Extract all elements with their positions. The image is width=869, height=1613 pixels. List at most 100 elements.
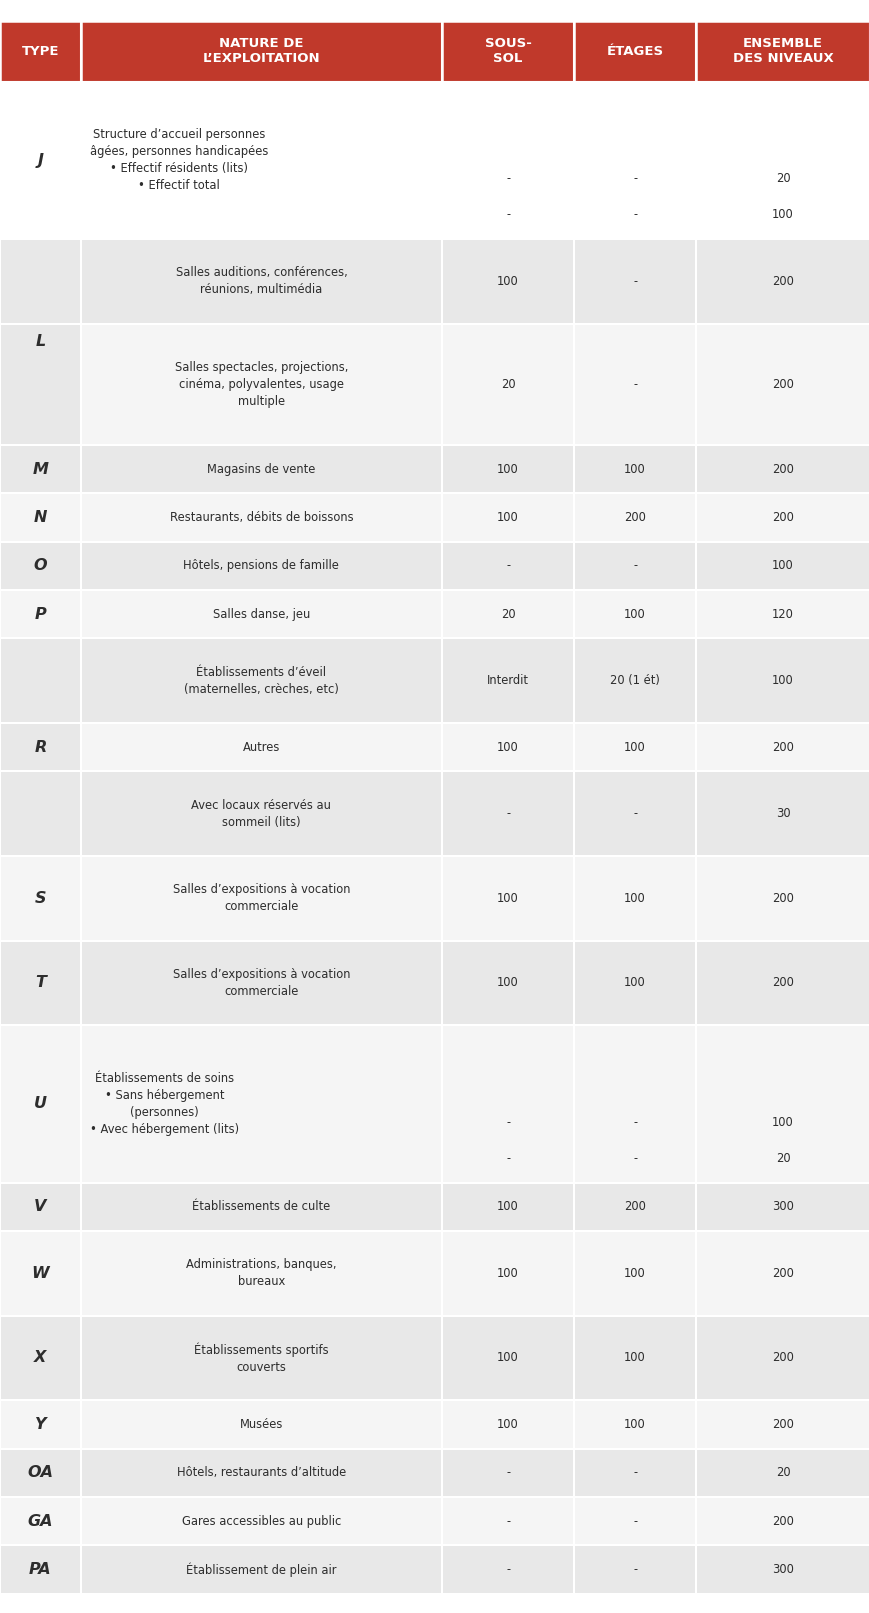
Text: N: N	[34, 510, 47, 524]
Bar	[0, 239, 81, 445]
Text: 100: 100	[772, 560, 793, 573]
Bar	[441, 445, 574, 494]
Bar	[574, 1545, 695, 1594]
Text: 200: 200	[771, 1266, 793, 1279]
Text: U: U	[34, 1097, 47, 1111]
Bar	[81, 494, 441, 542]
Bar	[81, 639, 441, 723]
Text: ENSEMBLE
DES NIVEAUX: ENSEMBLE DES NIVEAUX	[732, 37, 833, 66]
Text: 20: 20	[775, 1152, 789, 1165]
Text: 100: 100	[497, 1418, 518, 1431]
Bar	[695, 857, 869, 940]
Bar	[441, 639, 574, 723]
Bar	[0, 445, 81, 494]
Text: Établissements d’éveil
(maternelles, crèches, etc): Établissements d’éveil (maternelles, crè…	[183, 666, 339, 695]
Text: -: -	[633, 1116, 636, 1129]
Bar	[0, 542, 81, 590]
Text: OA: OA	[28, 1465, 53, 1481]
Text: 200: 200	[771, 1515, 793, 1528]
Bar	[81, 324, 441, 445]
Text: 20: 20	[501, 377, 514, 390]
Text: -: -	[633, 274, 636, 289]
Bar	[695, 1182, 869, 1231]
Bar	[441, 723, 574, 771]
Text: 100: 100	[624, 1266, 645, 1279]
Bar	[574, 1026, 695, 1182]
Bar	[81, 445, 441, 494]
Bar	[441, 239, 574, 324]
Bar	[695, 445, 869, 494]
Text: S: S	[35, 890, 46, 907]
Text: L: L	[36, 334, 45, 350]
Text: -: -	[633, 173, 636, 185]
Text: 100: 100	[624, 463, 645, 476]
Bar	[81, 1182, 441, 1231]
Text: 20 (1 ét): 20 (1 ét)	[609, 674, 660, 687]
Text: -: -	[506, 208, 509, 221]
Text: -: -	[506, 806, 509, 819]
Bar	[81, 1448, 441, 1497]
Text: Salles auditions, conférences,
réunions, multimédia: Salles auditions, conférences, réunions,…	[176, 266, 347, 297]
Text: 100: 100	[497, 274, 518, 289]
Text: -: -	[506, 1116, 509, 1129]
Bar	[695, 1231, 869, 1316]
Text: Établissement de plein air: Établissement de plein air	[186, 1563, 336, 1578]
Bar	[441, 1231, 574, 1316]
Text: -: -	[633, 208, 636, 221]
Bar	[695, 940, 869, 1026]
Text: -: -	[633, 1515, 636, 1528]
Bar	[574, 445, 695, 494]
Bar	[695, 639, 869, 723]
Text: 100: 100	[497, 1266, 518, 1279]
Bar	[0, 1316, 81, 1400]
Text: -: -	[633, 806, 636, 819]
Bar	[574, 21, 695, 82]
Bar	[0, 639, 81, 857]
Bar	[0, 1182, 81, 1231]
Bar	[441, 1400, 574, 1448]
Text: 100: 100	[497, 1200, 518, 1213]
Text: W: W	[31, 1266, 50, 1281]
Text: PA: PA	[29, 1561, 52, 1578]
Text: GA: GA	[28, 1513, 53, 1529]
Bar	[695, 21, 869, 82]
Text: 100: 100	[497, 976, 518, 989]
Bar	[81, 940, 441, 1026]
Text: TYPE: TYPE	[22, 45, 59, 58]
Text: 20: 20	[501, 608, 514, 621]
Bar	[0, 21, 81, 82]
Text: ÉTAGES: ÉTAGES	[606, 45, 663, 58]
Bar	[81, 857, 441, 940]
Text: 200: 200	[771, 892, 793, 905]
Text: 100: 100	[772, 208, 793, 221]
Bar	[81, 1026, 441, 1182]
Text: Salles spectacles, projections,
cinéma, polyvalentes, usage
multiple: Salles spectacles, projections, cinéma, …	[175, 361, 348, 408]
Text: 100: 100	[624, 608, 645, 621]
Bar	[81, 1497, 441, 1545]
Bar	[441, 542, 574, 590]
Text: -: -	[633, 377, 636, 390]
Bar	[574, 857, 695, 940]
Text: Salles danse, jeu: Salles danse, jeu	[213, 608, 309, 621]
Text: 200: 200	[771, 377, 793, 390]
Bar	[0, 857, 81, 940]
Bar	[441, 857, 574, 940]
Bar	[441, 1545, 574, 1594]
Text: -: -	[506, 560, 509, 573]
Bar	[0, 1448, 81, 1497]
Text: Structure d’accueil personnes
âgées, personnes handicapées
• Effectif résidents : Structure d’accueil personnes âgées, per…	[90, 129, 268, 192]
Bar	[441, 590, 574, 639]
Bar	[0, 1231, 81, 1316]
Text: 200: 200	[771, 1418, 793, 1431]
Bar	[81, 771, 441, 857]
Text: O: O	[34, 558, 47, 573]
Bar	[695, 324, 869, 445]
Bar	[574, 639, 695, 723]
Text: Salles d’expositions à vocation
commerciale: Salles d’expositions à vocation commerci…	[172, 968, 350, 998]
Bar	[0, 1545, 81, 1594]
Text: 200: 200	[771, 463, 793, 476]
Text: -: -	[633, 1563, 636, 1576]
Bar	[441, 1182, 574, 1231]
Text: R: R	[34, 739, 47, 755]
Text: 20: 20	[775, 173, 789, 185]
